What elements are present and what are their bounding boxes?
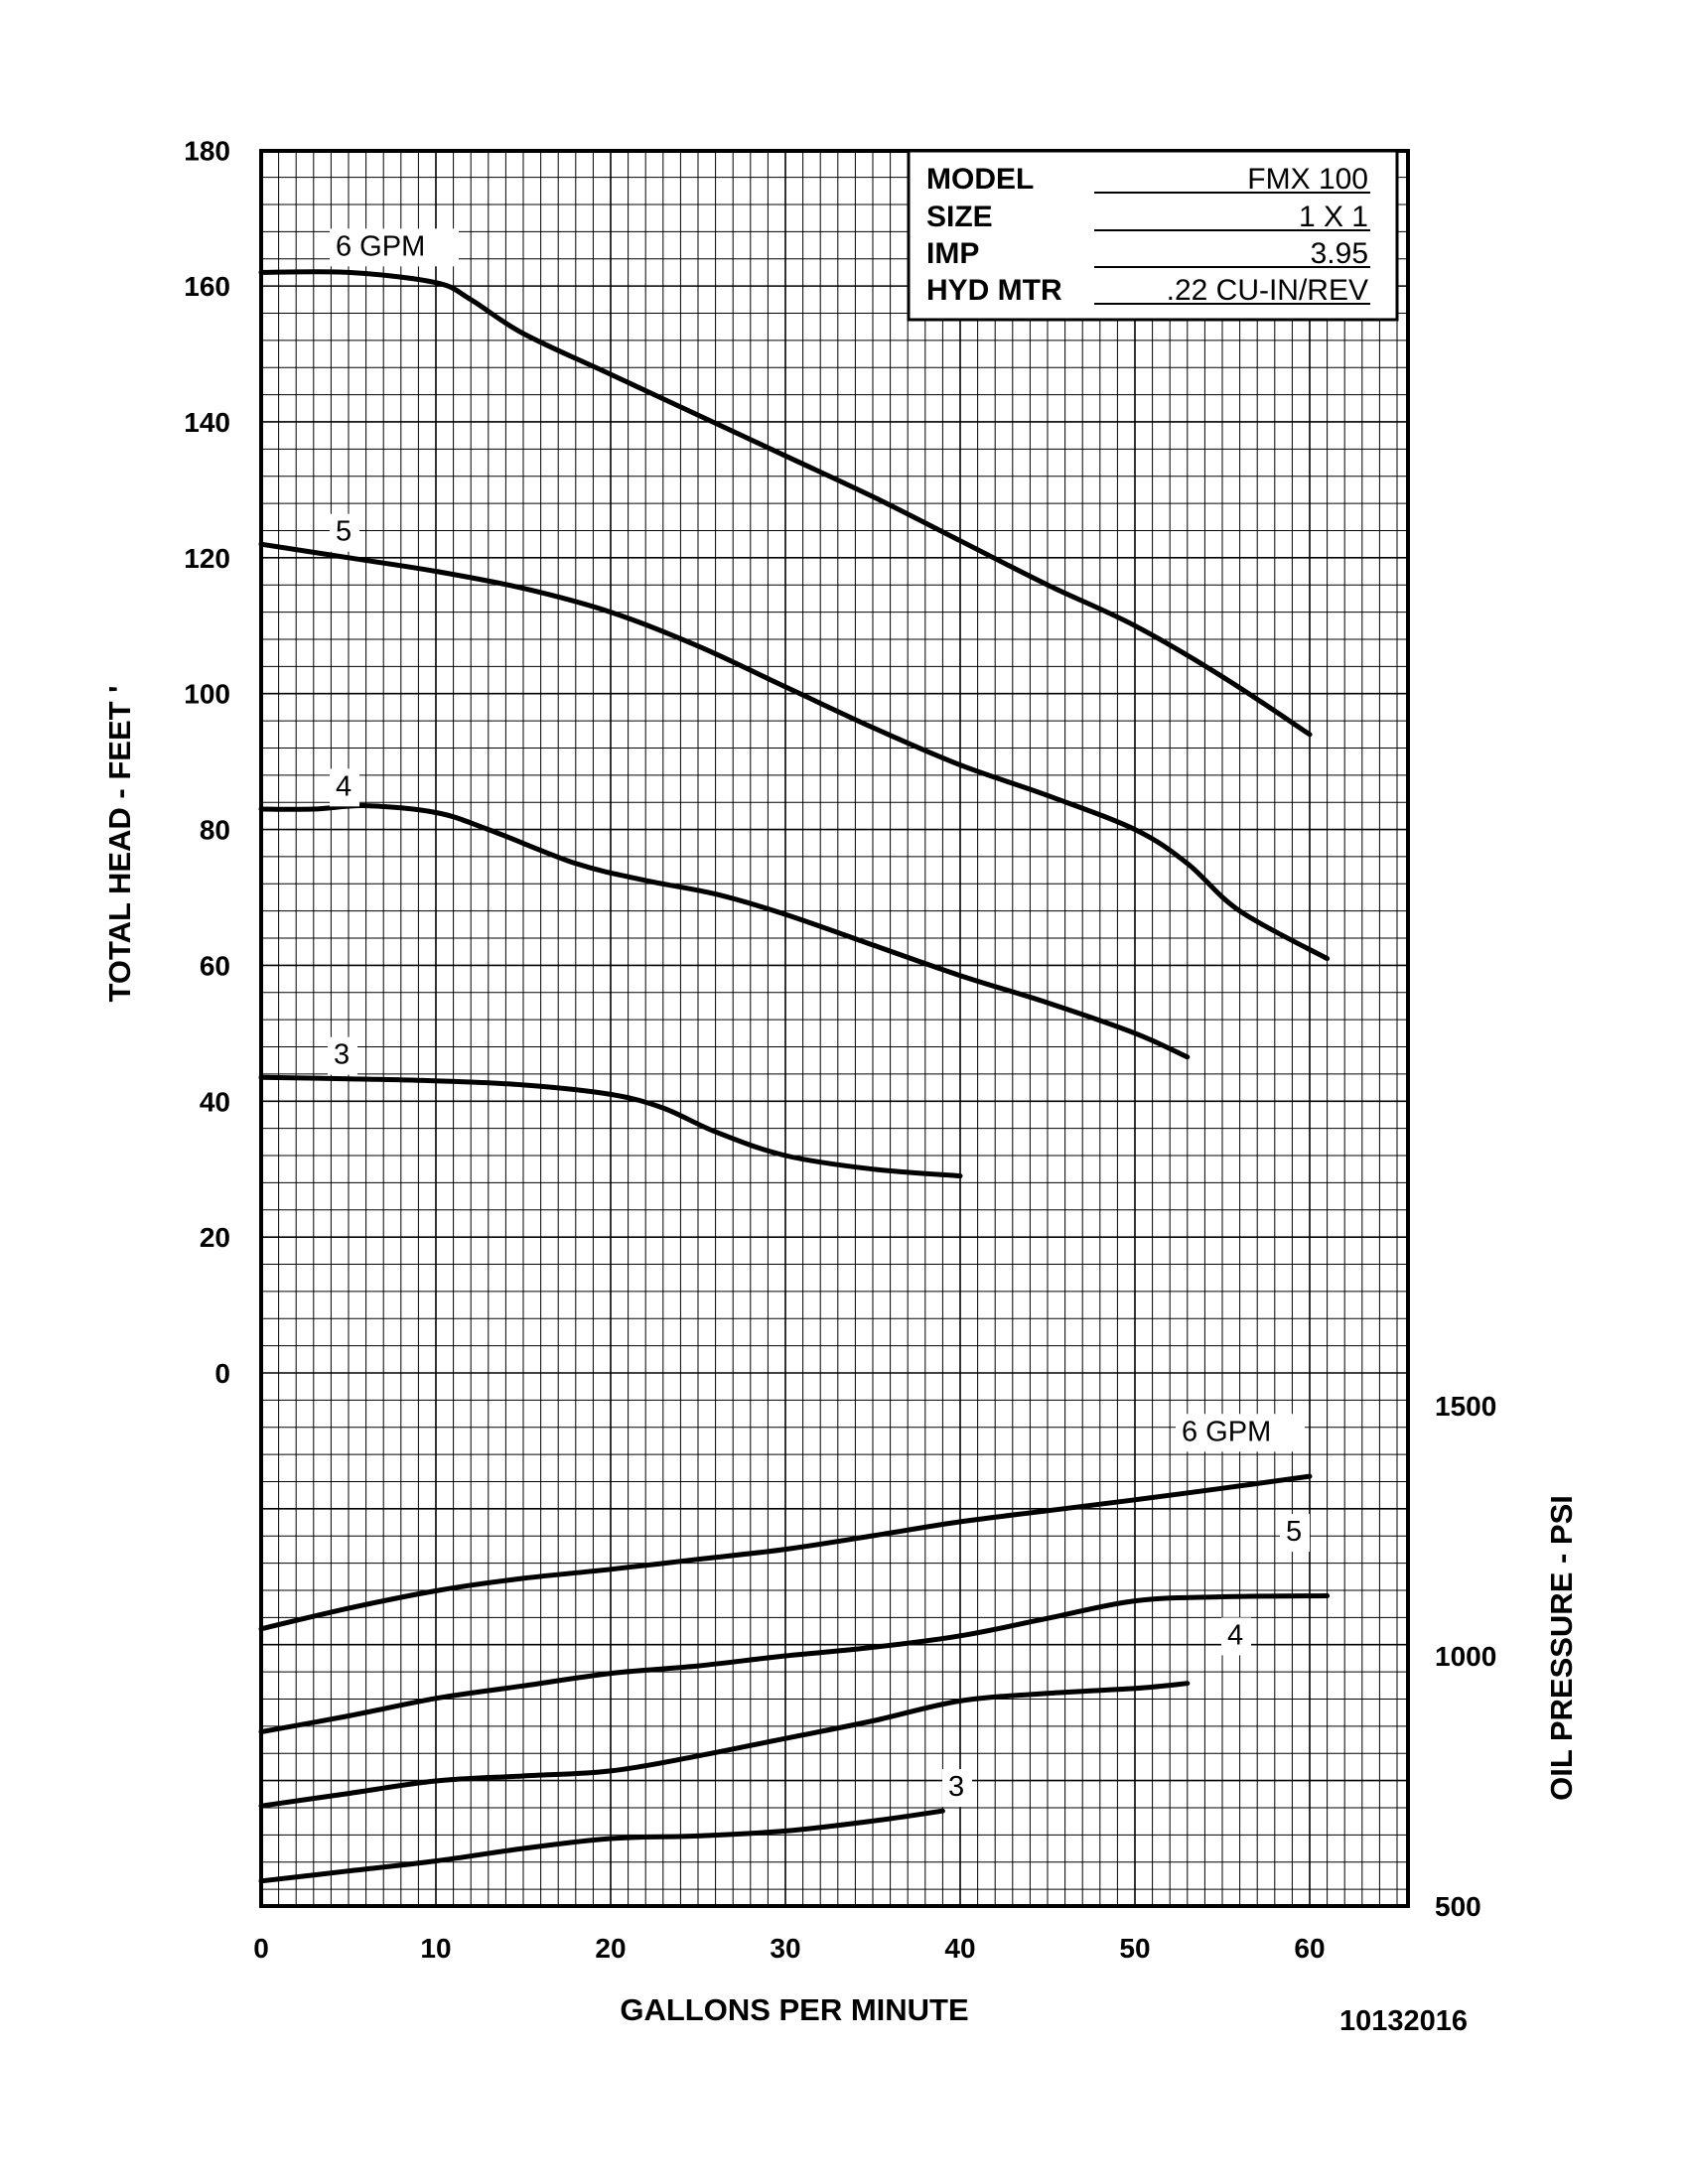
y-tick-label: 180 — [184, 135, 230, 166]
y-tick-label: 160 — [184, 271, 230, 302]
head-curve — [258, 803, 1191, 1060]
curve-label: 6 GPM — [1182, 1416, 1271, 1447]
y2-axis-ticks: 500 1000 1500 — [1435, 1391, 1496, 1922]
curve-label-background — [330, 768, 359, 807]
x-tick-label: 0 — [253, 1933, 269, 1964]
curve-label-background — [1221, 1617, 1251, 1656]
x-tick-label: 40 — [944, 1933, 975, 1964]
x-tick-label: 50 — [1119, 1933, 1150, 1964]
document-id: 10132016 — [1339, 2005, 1468, 2037]
y2-tick-label: 500 — [1435, 1891, 1481, 1922]
pressure-curve — [258, 1808, 945, 1884]
spec-value-imp: 3.95 — [1311, 237, 1368, 270]
x-tick-label: 30 — [770, 1933, 800, 1964]
curve-label-background — [1280, 1514, 1310, 1553]
spec-key-imp: IMP — [926, 237, 979, 270]
spec-key-size: SIZE — [926, 201, 993, 233]
curve-label: 4 — [1227, 1619, 1243, 1651]
head-curve — [258, 541, 1331, 962]
y-tick-label: 0 — [214, 1358, 230, 1389]
y-tick-label: 20 — [200, 1222, 230, 1253]
curve-label: 3 — [948, 1771, 964, 1803]
pressure-curve — [258, 1681, 1191, 1809]
plot-grid — [261, 151, 1408, 1906]
spec-key-hyd-mtr: HYD MTR — [926, 274, 1062, 307]
y-tick-label: 120 — [184, 543, 230, 574]
plot-frame — [259, 149, 1410, 1908]
curve-label-background — [328, 1036, 357, 1075]
y-tick-label: 140 — [184, 407, 230, 438]
y2-tick-label: 1000 — [1435, 1641, 1496, 1672]
curve-label: 6 GPM — [336, 230, 425, 262]
y-tick-label: 100 — [184, 679, 230, 710]
spec-key-model: MODEL — [926, 163, 1034, 196]
y-tick-label: 40 — [200, 1086, 230, 1117]
x-axis-ticks: 0 10 20 30 40 50 60 — [253, 1933, 1325, 1964]
curve-label: 3 — [334, 1039, 350, 1071]
head-curve — [258, 269, 1313, 738]
pressure-curve — [258, 1593, 1331, 1735]
y2-axis-title: OIL PRESSURE - PSI — [1544, 1495, 1579, 1801]
curve-label-background — [1176, 1414, 1305, 1452]
y-axis-ticks: 0 20 40 60 80 100 120 140 160 180 — [184, 135, 230, 1389]
x-tick-label: 20 — [595, 1933, 626, 1964]
head-curves — [258, 269, 1331, 1179]
y-axis-title: TOTAL HEAD - FEET ' — [102, 685, 137, 1002]
y2-tick-label: 1500 — [1435, 1391, 1496, 1422]
pressure-curves — [258, 1473, 1331, 1884]
y-tick-label: 80 — [200, 815, 230, 846]
curve-label-background — [330, 513, 359, 552]
curve-label: 5 — [336, 516, 352, 548]
spec-box-frame — [907, 149, 1399, 322]
x-axis-title: GALLONS PER MINUTE — [620, 1992, 968, 2027]
spec-box: MODEL FMX 100 SIZE 1 X 1 IMP 3.95 HYD MT… — [907, 149, 1399, 322]
curve-labels: 6 GPM 5 4 3 6 GPM 5 4 3 — [328, 228, 1310, 1808]
y-tick-label: 60 — [200, 950, 230, 981]
spec-value-model: FMX 100 — [1247, 163, 1368, 196]
spec-value-hyd-mtr: .22 CU-IN/REV — [1167, 274, 1368, 307]
curve-label-background — [942, 1769, 972, 1808]
curve-label: 4 — [336, 770, 352, 802]
pressure-curve — [258, 1473, 1313, 1632]
curve-label-background — [330, 228, 459, 267]
curve-label: 5 — [1286, 1516, 1302, 1548]
spec-value-size: 1 X 1 — [1299, 201, 1368, 233]
x-tick-label: 10 — [420, 1933, 451, 1964]
head-curve — [258, 1074, 963, 1179]
x-tick-label: 60 — [1294, 1933, 1325, 1964]
